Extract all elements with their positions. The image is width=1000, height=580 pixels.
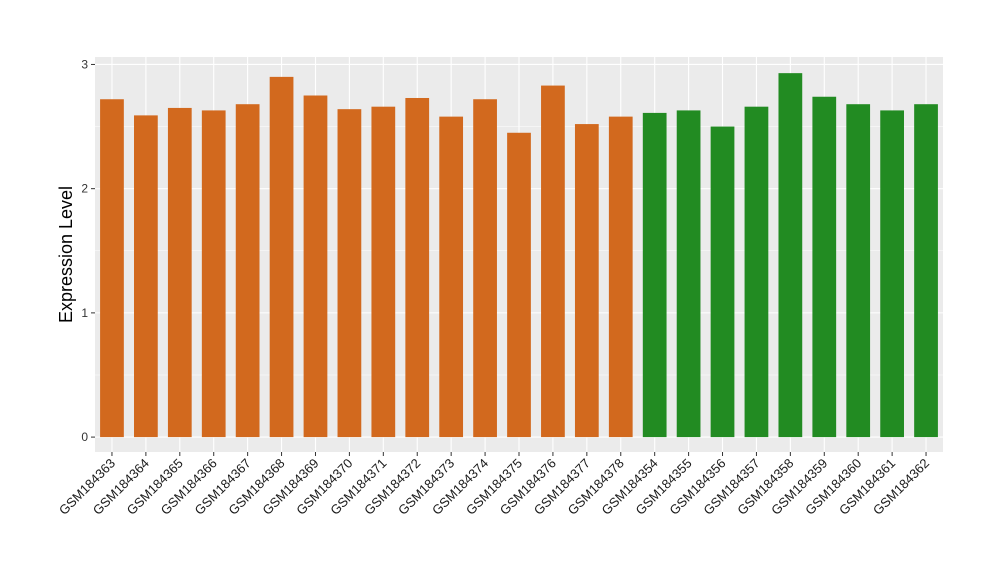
x-axis: GSM184363GSM184364GSM184365GSM184366GSM1…: [56, 452, 932, 518]
y-axis: 0 1 2 3: [81, 57, 95, 444]
bar-GSM184356: [710, 126, 735, 438]
y-axis-title: Expression Level: [56, 186, 76, 323]
y-tick-label: 0: [81, 430, 88, 444]
bar-GSM184355: [676, 110, 701, 438]
y-tick-label: 3: [81, 57, 88, 71]
bar-GSM184364: [134, 115, 158, 438]
y-tick-label: 1: [81, 306, 88, 320]
bar-GSM184365: [167, 107, 192, 438]
bar-GSM184354: [642, 112, 667, 438]
bar-GSM184376: [541, 85, 565, 438]
bar-GSM184360: [846, 104, 871, 438]
bar-GSM184361: [880, 110, 904, 438]
bar-GSM184359: [812, 96, 837, 438]
bar-GSM184378: [608, 116, 633, 438]
bar-GSM184377: [574, 124, 599, 438]
bar-GSM184374: [473, 99, 497, 438]
bar-GSM184358: [778, 73, 803, 438]
bar-GSM184373: [439, 116, 464, 438]
bar-GSM184370: [337, 109, 362, 438]
bar-GSM184357: [744, 106, 769, 438]
bar-GSM184375: [507, 132, 531, 438]
bars: [100, 73, 938, 438]
bar-GSM184369: [303, 95, 328, 438]
bar-GSM184371: [371, 106, 396, 438]
bar-GSM184367: [235, 104, 260, 438]
bar-GSM184372: [405, 97, 430, 438]
y-tick-label: 2: [81, 182, 88, 196]
bar-GSM184363: [100, 99, 124, 438]
bar-GSM184368: [269, 76, 294, 438]
bar-GSM184362: [914, 104, 938, 438]
bar-GSM184366: [201, 110, 226, 438]
